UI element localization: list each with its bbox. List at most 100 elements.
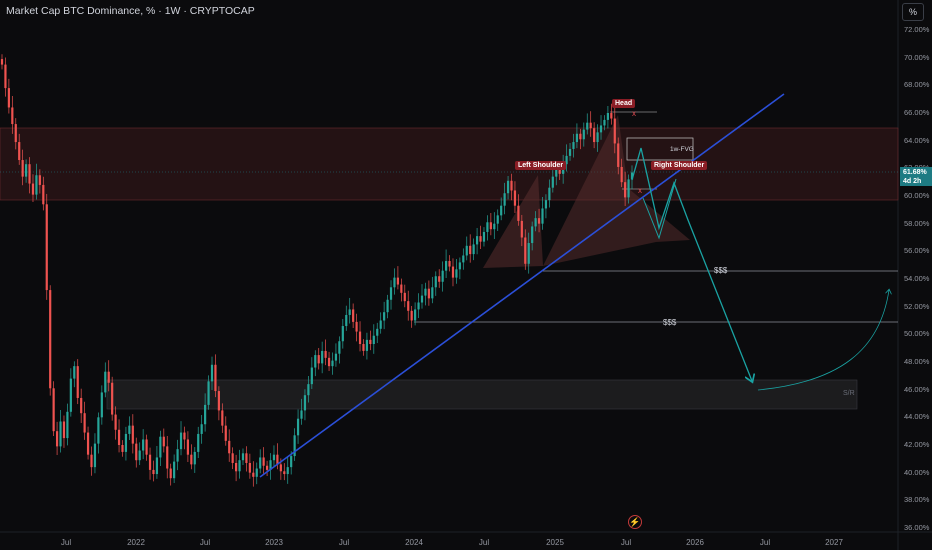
candle-body [224, 425, 227, 441]
candle-body [555, 168, 558, 177]
candle-body [541, 208, 544, 224]
candle-body [217, 391, 220, 411]
candle-body [18, 142, 21, 161]
candle-body [128, 425, 131, 434]
candle-body [35, 175, 38, 195]
candle-body [234, 462, 238, 472]
candle-body [317, 355, 320, 364]
chart-title: Market Cap BTC Dominance, % · 1W · CRYPT… [6, 5, 255, 17]
candle-body [379, 320, 382, 329]
liquidity-label-upper: $$$ [714, 266, 728, 275]
candle-body [114, 414, 117, 430]
candle-body [14, 124, 17, 143]
candle-body [469, 245, 472, 255]
time-tick-label: Jul [478, 538, 490, 547]
candle-body [121, 445, 124, 452]
candle-body [179, 432, 183, 450]
time-tick-label: Jul [620, 538, 632, 547]
candle-body [407, 301, 410, 311]
candle-body [534, 218, 537, 227]
candle-body [90, 454, 93, 468]
candle-body [565, 155, 568, 165]
candle-body [544, 200, 548, 209]
candle-body [259, 457, 262, 469]
candle-body [76, 366, 79, 398]
candle-body [197, 433, 200, 452]
candle-body [62, 421, 66, 439]
candle-body [624, 182, 627, 198]
candle-body [241, 453, 245, 461]
candle-body [248, 462, 251, 473]
candle-body [262, 457, 265, 466]
price-tick-label: 54.00% [904, 274, 930, 283]
price-tick-label: 42.00% [904, 440, 930, 449]
price-tick-label: 48.00% [904, 357, 930, 366]
candle-body [537, 218, 541, 224]
candle-body [142, 439, 145, 451]
candle-body [551, 176, 554, 188]
candle-body [155, 457, 159, 475]
candle-body [365, 339, 369, 351]
candle-body [441, 270, 444, 282]
lightning-icon[interactable]: ⚡ [628, 515, 642, 529]
candle-body [166, 446, 169, 469]
price-tick-label: 50.00% [904, 329, 930, 339]
candle-body [424, 288, 427, 296]
candle-body [107, 371, 110, 383]
recovery-curve [757, 290, 889, 391]
price-tick-label: 68.00% [904, 80, 930, 90]
candle-body [131, 425, 134, 444]
candle-body [630, 172, 634, 180]
candle-body [575, 133, 579, 143]
left-shoulder-label: Left Shoulder [515, 161, 567, 170]
candle-body [520, 220, 523, 238]
price-tick-label: 36.00% [904, 523, 930, 532]
trendline [259, 93, 785, 478]
candle-body [527, 243, 530, 264]
candle-body [300, 410, 303, 419]
candle-body [458, 262, 461, 270]
candle-body [231, 453, 234, 463]
candle-body [93, 443, 97, 468]
percent-scale-button[interactable]: % [902, 3, 924, 21]
candle-body [331, 360, 334, 367]
candle-body [159, 436, 162, 458]
fvg-box [626, 137, 694, 161]
candle-body [290, 456, 293, 468]
candle-body [186, 439, 190, 455]
price-tick-label: 52.00% [904, 301, 930, 311]
x-marker-top: x [632, 109, 636, 118]
price-tick-label: 66.00% [904, 108, 930, 117]
time-tick-label: 2025 [546, 538, 564, 547]
candle-body [80, 397, 83, 414]
candle-body [448, 261, 451, 267]
candle-body [434, 276, 437, 288]
candle-body [589, 122, 592, 129]
current-price-badge: 61.68% 4d 2h [900, 167, 932, 186]
candle-body [617, 143, 620, 167]
candle-body [4, 64, 7, 89]
candle-body [0, 59, 4, 65]
time-tick-label: 2023 [265, 538, 283, 547]
candle-body [245, 453, 248, 463]
candle-body [293, 435, 296, 457]
price-tick-label: 40.00% [904, 467, 930, 477]
bar-countdown: 4d 2h [903, 178, 922, 185]
time-tick-label: 2024 [405, 538, 423, 547]
candle-body [59, 421, 62, 447]
candle-body [24, 164, 28, 177]
candle-body [269, 460, 272, 470]
candle-body [204, 404, 207, 425]
candle-body [510, 180, 513, 191]
price-tick-label: 72.00% [904, 25, 930, 34]
candle-body [152, 469, 155, 475]
candle-body [403, 292, 406, 302]
candle-body [348, 309, 351, 315]
price-tick-label: 38.00% [904, 495, 930, 505]
candle-body [45, 204, 48, 291]
candle-body [420, 295, 424, 303]
candle-body [599, 125, 603, 133]
candle-body [148, 454, 152, 470]
candle-body [66, 411, 69, 439]
